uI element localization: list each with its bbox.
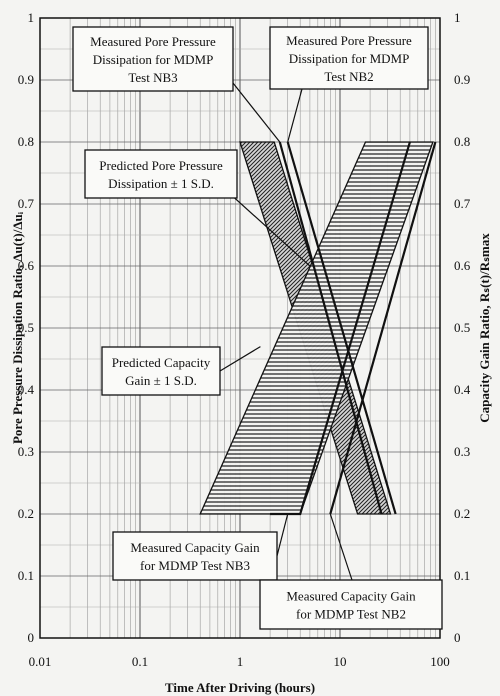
callout-text: Measured Pore Pressure <box>90 34 216 49</box>
line-pore-pressure-nb2 <box>286 141 397 515</box>
x-axis-title: Time After Driving (hours) <box>165 680 315 695</box>
callouts: Measured Pore Pressure Dissipation for MD… <box>72 26 443 630</box>
y-tick-label-left: 0.4 <box>18 382 35 397</box>
callout-text: Gain ± 1 S.D. <box>125 373 197 388</box>
callout-pore-pressure-nb3: Measured Pore Pressure Dissipation for MD… <box>72 26 281 143</box>
callout-text: Dissipation for MDMP <box>289 51 410 66</box>
y-tick-label-right: 0.3 <box>454 444 470 459</box>
y-tick-label-left: 0.8 <box>18 134 34 149</box>
band-predicted-capacity-gain <box>199 141 434 515</box>
callout-predicted-capacity-gain: Predicted Capacity Gain ± 1 S.D. <box>101 346 261 396</box>
callout-capacity-gain-nb3: Measured Capacity Gain for MDMP Test NB3 <box>112 513 289 581</box>
leader-line <box>232 82 281 143</box>
callout-text: Dissipation for MDMP <box>93 52 214 67</box>
callout-capacity-gain-nb2: Measured Capacity Gain for MDMP Test NB2 <box>259 513 443 630</box>
callout-predicted-pore-pressure: Predicted Pore Pressure Dissipation ± 1 S… <box>84 149 311 267</box>
callout-pore-pressure-nb2: Measured Pore Pressure Dissipation for MD… <box>269 26 429 143</box>
y-tick-label-right: 1 <box>454 10 461 25</box>
callout-box <box>112 531 278 581</box>
y-tick-label-left: 0.9 <box>18 72 34 87</box>
callout-text: for MDMP Test NB3 <box>140 558 250 573</box>
callout-box <box>84 149 238 199</box>
callout-box <box>269 26 429 90</box>
y-axis-title-left: Pore Pressure Dissipation Ratio, Δu(t)/Δ… <box>10 211 25 444</box>
y-tick-label-left: 0.6 <box>18 258 35 273</box>
y-tick-label-right: 0.5 <box>454 320 470 335</box>
leader-line <box>219 346 261 372</box>
line-pore-pressure-nb3 <box>278 141 383 515</box>
leader-line <box>276 513 289 557</box>
callout-text: Dissipation ± 1 S.D. <box>108 176 214 191</box>
y-tick-label-left: 0.5 <box>18 320 34 335</box>
callout-text: Measured Capacity Gain <box>130 540 260 555</box>
y-tick-label-right: 0.1 <box>454 568 470 583</box>
y-tick-label-right: 0.9 <box>454 72 470 87</box>
y-tick-label-left: 1 <box>28 10 35 25</box>
callout-box <box>259 579 443 630</box>
x-tick-label: 1 <box>237 654 244 669</box>
x-tick-label: 100 <box>430 654 450 669</box>
y-tick-label-left: 0.3 <box>18 444 34 459</box>
measured-series <box>270 141 437 516</box>
tick-labels: 0.01 0.1 1 10 100 0 0 0.1 0.1 0.2 0.2 0.3 0.3 0.4 0.4 0… <box>18 10 471 669</box>
y-tick-label-left: 0.7 <box>18 196 35 211</box>
callout-text: Measured Pore Pressure <box>286 33 412 48</box>
y-tick-label-left: 0.2 <box>18 506 34 521</box>
callout-text: Measured Capacity Gain <box>286 589 416 604</box>
leader-line <box>227 191 311 267</box>
y-tick-label-right: 0.7 <box>454 196 471 211</box>
y-tick-label-left: 0.1 <box>18 568 34 583</box>
leader-line <box>329 513 353 581</box>
callout-box <box>72 26 234 92</box>
callout-text: Test NB3 <box>128 70 177 85</box>
y-tick-label-right: 0.8 <box>454 134 470 149</box>
y-tick-label-right: 0.4 <box>454 382 471 397</box>
callout-text: for MDMP Test NB2 <box>296 607 406 622</box>
y-tick-label-right: 0.6 <box>454 258 471 273</box>
callout-text: Predicted Capacity <box>112 355 211 370</box>
callout-text: Predicted Pore Pressure <box>99 158 223 173</box>
y-tick-label-right: 0.2 <box>454 506 470 521</box>
y-tick-label-left: 0 <box>28 630 35 645</box>
x-tick-label: 0.01 <box>29 654 52 669</box>
line-capacity-gain-nb3 <box>270 141 411 516</box>
y-tick-label-right: 0 <box>454 630 461 645</box>
callout-box <box>101 346 221 396</box>
prediction-bands <box>199 141 434 515</box>
callout-text: Test NB2 <box>324 69 373 84</box>
x-tick-label: 0.1 <box>132 654 148 669</box>
y-axis-title-right: Capacity Gain Ratio, Rₛ(t)/Rₛmax <box>477 233 492 423</box>
x-tick-label: 10 <box>334 654 347 669</box>
plot-frame <box>39 17 441 639</box>
leader-line <box>287 88 303 143</box>
line-capacity-gain-nb2 <box>329 141 437 515</box>
